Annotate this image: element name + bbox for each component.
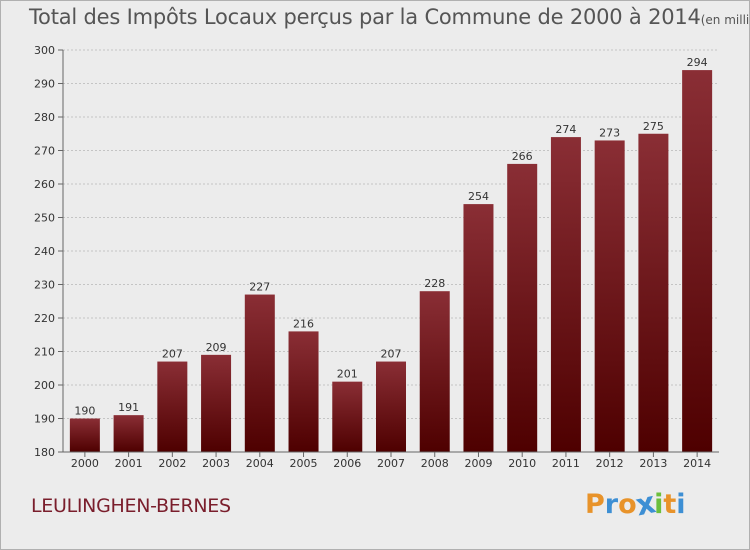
bar: [682, 70, 713, 452]
x-tick-label: 2010: [508, 457, 536, 470]
bar: [69, 418, 100, 452]
y-tick-label: 280: [34, 111, 55, 124]
bar: [594, 140, 625, 452]
bar: [201, 354, 232, 452]
logo-letter: P: [585, 489, 605, 520]
bar: [419, 291, 450, 452]
y-tick-label: 300: [34, 44, 55, 57]
x-tick-label: 2006: [333, 457, 361, 470]
y-tick-label: 190: [34, 413, 55, 426]
chart-title-main: Total des Impôts Locaux perçus par la Co…: [29, 5, 701, 29]
data-label: 201: [337, 368, 358, 381]
data-label: 294: [687, 56, 708, 69]
x-tick-label: 2009: [464, 457, 492, 470]
x-tick-label: 2008: [421, 457, 449, 470]
x-tick-label: 2002: [158, 457, 186, 470]
y-tick-label: 200: [34, 379, 55, 392]
data-label: 227: [249, 281, 270, 294]
bar: [376, 361, 406, 452]
x-tick-label: 2005: [290, 457, 318, 470]
data-label: 207: [381, 348, 402, 361]
bar: [332, 381, 363, 452]
bar: [244, 294, 275, 452]
x-tick-label: 2013: [639, 457, 667, 470]
data-label: 274: [555, 123, 576, 136]
logo-letter: i: [654, 489, 664, 520]
commune-name: LEULINGHEN-BERNES: [31, 495, 231, 517]
x-tick-label: 2012: [596, 457, 624, 470]
logo-letter: o: [618, 489, 637, 520]
bar: [638, 133, 669, 452]
x-tick-label: 2003: [202, 457, 230, 470]
y-tick-label: 250: [34, 212, 55, 225]
bar: [550, 137, 581, 452]
y-tick-label: 260: [34, 178, 55, 191]
x-tick-label: 2001: [115, 457, 143, 470]
data-label: 216: [293, 317, 314, 330]
data-label: 266: [512, 150, 533, 163]
logo-letter: t: [663, 489, 677, 520]
logo-letter: i: [676, 489, 686, 520]
x-tick-label: 2004: [246, 457, 274, 470]
chart-title: Total des Impôts Locaux perçus par la Co…: [29, 5, 750, 29]
data-label: 191: [118, 401, 139, 414]
data-label: 209: [206, 341, 227, 354]
y-tick-label: 240: [34, 245, 55, 258]
y-tick-label: 210: [34, 346, 55, 359]
x-tick-label: 2007: [377, 457, 405, 470]
x-tick-label: 2014: [683, 457, 711, 470]
proxiti-logo: Proxiti: [585, 486, 686, 523]
data-label: 228: [424, 277, 445, 290]
bar: [288, 331, 319, 452]
y-tick-label: 220: [34, 312, 55, 325]
data-label: 273: [599, 126, 620, 139]
data-label: 275: [643, 120, 664, 133]
bar: [113, 415, 144, 452]
y-tick-label: 230: [34, 279, 55, 292]
x-tick-label: 2011: [552, 457, 580, 470]
data-label: 190: [74, 405, 95, 418]
data-label: 254: [468, 190, 489, 203]
bar: [507, 163, 538, 452]
bar: [157, 361, 188, 452]
chart-unit-note: (en milliers d'€): [700, 13, 750, 27]
data-label: 207: [162, 348, 183, 361]
bar: [463, 204, 494, 452]
y-tick-label: 180: [34, 446, 55, 459]
y-tick-label: 270: [34, 145, 55, 158]
logo-letter: r: [604, 489, 619, 520]
y-tick-label: 290: [34, 78, 55, 91]
x-tick-label: 2000: [71, 457, 99, 470]
